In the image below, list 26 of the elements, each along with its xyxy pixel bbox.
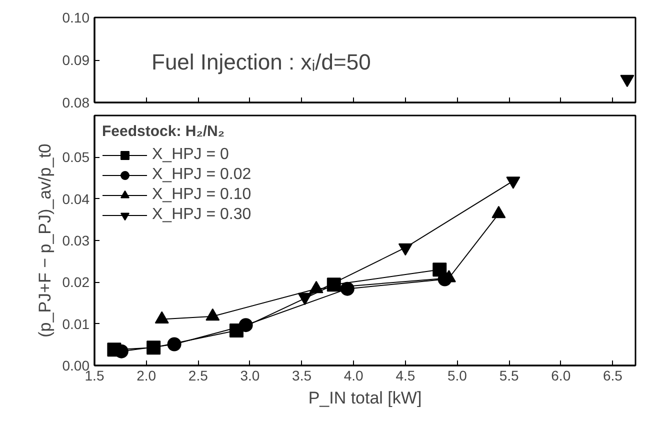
legend-title: Feedstock: H₂/N₂ xyxy=(102,123,226,140)
y-tick-label: 0.05 xyxy=(62,149,90,166)
y-tick-label: 0.01 xyxy=(62,316,90,332)
x-tick-label: 2.0 xyxy=(136,368,156,384)
y-tick-label: 0.03 xyxy=(62,232,90,248)
x-tick-label: 5.0 xyxy=(448,368,468,384)
legend-label: X_HPJ = 0.10 xyxy=(152,186,252,204)
legend-label: X_HPJ = 0.02 xyxy=(152,166,252,184)
x-tick-label: 5.5 xyxy=(499,368,520,384)
x-tick-label: 6.5 xyxy=(602,368,623,384)
annotation: Fuel Injection : xᵢ/d=50 xyxy=(152,50,371,74)
y-tick-label: 0.09 xyxy=(62,52,90,68)
x-tick-label: 2.5 xyxy=(188,368,208,384)
y-tick-label: 0.04 xyxy=(62,190,90,207)
x-tick-label: 3.0 xyxy=(240,368,260,384)
legend-label: X_HPJ = 0.30 xyxy=(152,206,252,224)
x-tick-label: 4.0 xyxy=(344,368,364,384)
y-axis-title: (p_PJ+F − p_PJ)_av/p_t0 xyxy=(35,144,54,338)
y-tick-label: 0.08 xyxy=(62,94,90,110)
x-axis-title: P_IN total [kW] xyxy=(308,388,422,408)
x-tick-label: 4.5 xyxy=(396,368,416,384)
y-tick-label: 0.02 xyxy=(62,274,90,290)
x-tick-label: 3.5 xyxy=(292,368,312,384)
y-tick-label: 0.10 xyxy=(62,10,90,26)
legend-label: X_HPJ = 0 xyxy=(152,146,229,164)
x-tick-label: 6.0 xyxy=(551,368,571,384)
